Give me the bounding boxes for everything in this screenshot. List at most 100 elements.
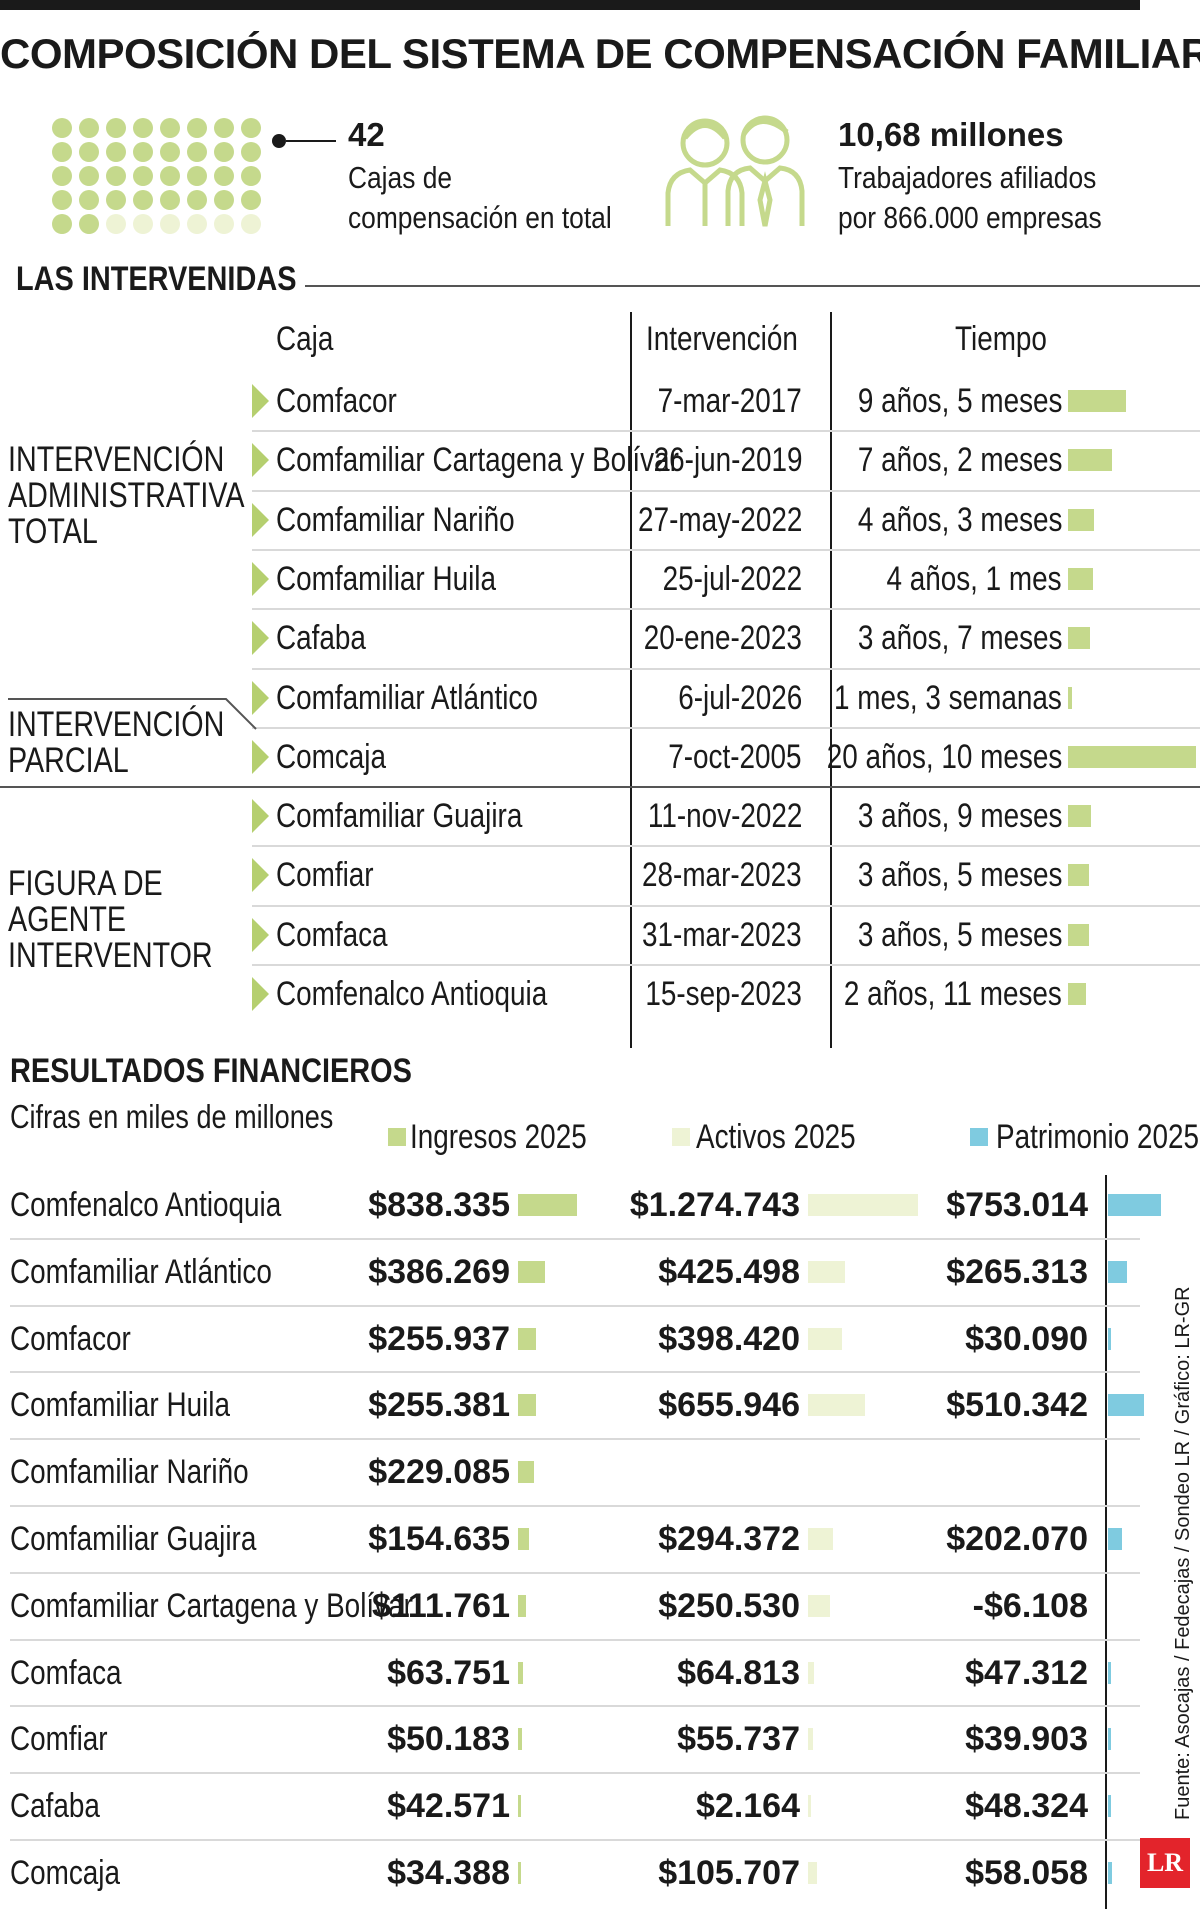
row-fecha: 20-ene-2023: [643, 619, 802, 658]
fin-row-divider: [10, 1705, 1140, 1708]
tiempo-bar: [1068, 627, 1091, 650]
row-tiempo: 7 años, 2 meses: [857, 441, 1062, 480]
fin-row-divider: [10, 1304, 1140, 1307]
fin-row-name: Comfamiliar Atlántico: [10, 1252, 272, 1291]
fin-value-label: $510.342: [946, 1386, 1088, 1425]
fin-value-label: $250.530: [658, 1586, 800, 1625]
fin-bar: [1108, 1327, 1111, 1350]
fin-value-label: $30.090: [965, 1319, 1088, 1358]
col-divider-1: [630, 312, 632, 1048]
fin-bar: [808, 1194, 918, 1216]
legend-ingresos-swatch: [388, 1128, 406, 1146]
caja-dot: [133, 118, 153, 138]
fin-bar: [1108, 1795, 1112, 1818]
caja-dot: [106, 214, 126, 234]
row-arrow-icon: [252, 917, 269, 952]
row-fecha: 31-mar-2023: [642, 915, 802, 954]
group-rule-2: [8, 786, 256, 788]
fin-bar: [518, 1327, 537, 1350]
fin-row-name: Comfiar: [10, 1720, 108, 1759]
fin-value-label: $2.164: [696, 1787, 800, 1826]
fin-value-label: $154.635: [368, 1520, 510, 1558]
row-arrow-icon: [252, 799, 269, 834]
workers-label-2: por 866.000 empresas: [838, 200, 1102, 235]
caja-dot: [52, 142, 72, 162]
caja-dot: [241, 118, 261, 138]
financieros-heading: RESULTADOS FINANCIEROS: [10, 1052, 412, 1090]
row-divider: [0, 786, 1200, 789]
caja-dot: [106, 118, 126, 138]
fin-value-label: $425.498: [658, 1252, 800, 1291]
fin-bar: [518, 1862, 521, 1884]
row-tiempo: 3 años, 5 meses: [857, 856, 1062, 895]
tiempo-bar: [1068, 864, 1089, 887]
patrimonio-axis: [1105, 1175, 1107, 1909]
caja-dot: [187, 142, 207, 162]
tiempo-bar: [1068, 923, 1089, 946]
caja-dot: [187, 190, 207, 210]
fin-bar: [808, 1594, 830, 1617]
fin-value-label: $753.014: [946, 1186, 1088, 1224]
caja-dot: [133, 190, 153, 210]
fin-row-divider: [10, 1638, 1140, 1641]
pointer-line: [286, 140, 336, 142]
fin-value-label: $105.707: [658, 1854, 800, 1892]
caja-dot: [106, 142, 126, 162]
row-fecha: 7-mar-2017: [657, 382, 802, 420]
source-note: Fuente: Asocajas / Fedecajas / Sondeo LR…: [1172, 1286, 1194, 1820]
fin-bar: [518, 1795, 521, 1818]
fin-value-label: $63.751: [387, 1653, 510, 1692]
caja-dot: [241, 142, 261, 162]
row-caja: Comcaja: [276, 737, 387, 776]
row-divider: [252, 667, 1200, 670]
caja-dot: [160, 142, 180, 162]
caja-dot: [79, 142, 99, 162]
caja-dot: [241, 190, 261, 210]
row-fecha: 25-jul-2022: [662, 559, 802, 598]
tiempo-bar: [1068, 983, 1086, 1005]
fin-value-label: $255.937: [368, 1319, 510, 1358]
tiempo-bar: [1068, 508, 1095, 531]
workers-count: 10,68 millones: [838, 116, 1064, 153]
row-fecha: 7-oct-2005: [668, 737, 802, 776]
fin-value-label: $39.903: [965, 1720, 1088, 1759]
fin-value-label: $55.737: [677, 1720, 800, 1759]
row-tiempo: 4 años, 1 mes: [886, 559, 1062, 598]
row-tiempo: 1 mes, 3 semanas: [834, 678, 1062, 717]
row-arrow-icon: [252, 977, 269, 1011]
fin-value-label: $34.388: [387, 1854, 510, 1892]
fin-bar: [1108, 1194, 1162, 1216]
row-fecha: 28-mar-2023: [642, 856, 802, 895]
caja-dot: [106, 190, 126, 210]
fin-row-name: Comfamiliar Nariño: [10, 1453, 249, 1492]
row-tiempo: 9 años, 5 meses: [857, 382, 1062, 420]
col-intervencion: Intervención: [646, 320, 798, 358]
fin-bar: [518, 1594, 526, 1617]
row-caja: Comfamiliar Nariño: [276, 500, 515, 539]
fin-bar: [808, 1862, 818, 1884]
fin-row-name: Comcaja: [10, 1854, 121, 1892]
row-fecha: 15-sep-2023: [645, 975, 802, 1013]
row-fecha: 11-nov-2022: [647, 797, 802, 836]
caja-dot: [214, 166, 234, 186]
row-arrow-icon: [252, 443, 269, 478]
fin-value-label: $47.312: [965, 1653, 1088, 1692]
fin-value-label: $64.813: [677, 1653, 800, 1692]
tiempo-bar: [1068, 449, 1113, 472]
fin-bar: [518, 1461, 535, 1484]
row-caja: Comfenalco Antioquia: [276, 975, 548, 1013]
fin-value-label: $229.085: [368, 1453, 510, 1492]
caja-dot: [187, 118, 207, 138]
fin-bar: [808, 1528, 834, 1550]
caja-dot: [160, 214, 180, 234]
row-fecha: 6-jul-2026: [678, 678, 802, 717]
caja-dot: [52, 166, 72, 186]
tiempo-bar: [1068, 805, 1092, 828]
fin-value-label: $48.324: [965, 1787, 1088, 1826]
cajas-label-1: Cajas de: [348, 160, 453, 195]
legend-patrimonio-swatch: [970, 1128, 988, 1146]
row-divider: [252, 904, 1200, 907]
fin-value-label: $202.070: [946, 1520, 1088, 1558]
row-tiempo: 3 años, 7 meses: [857, 619, 1062, 658]
tiempo-bar: [1068, 745, 1196, 768]
